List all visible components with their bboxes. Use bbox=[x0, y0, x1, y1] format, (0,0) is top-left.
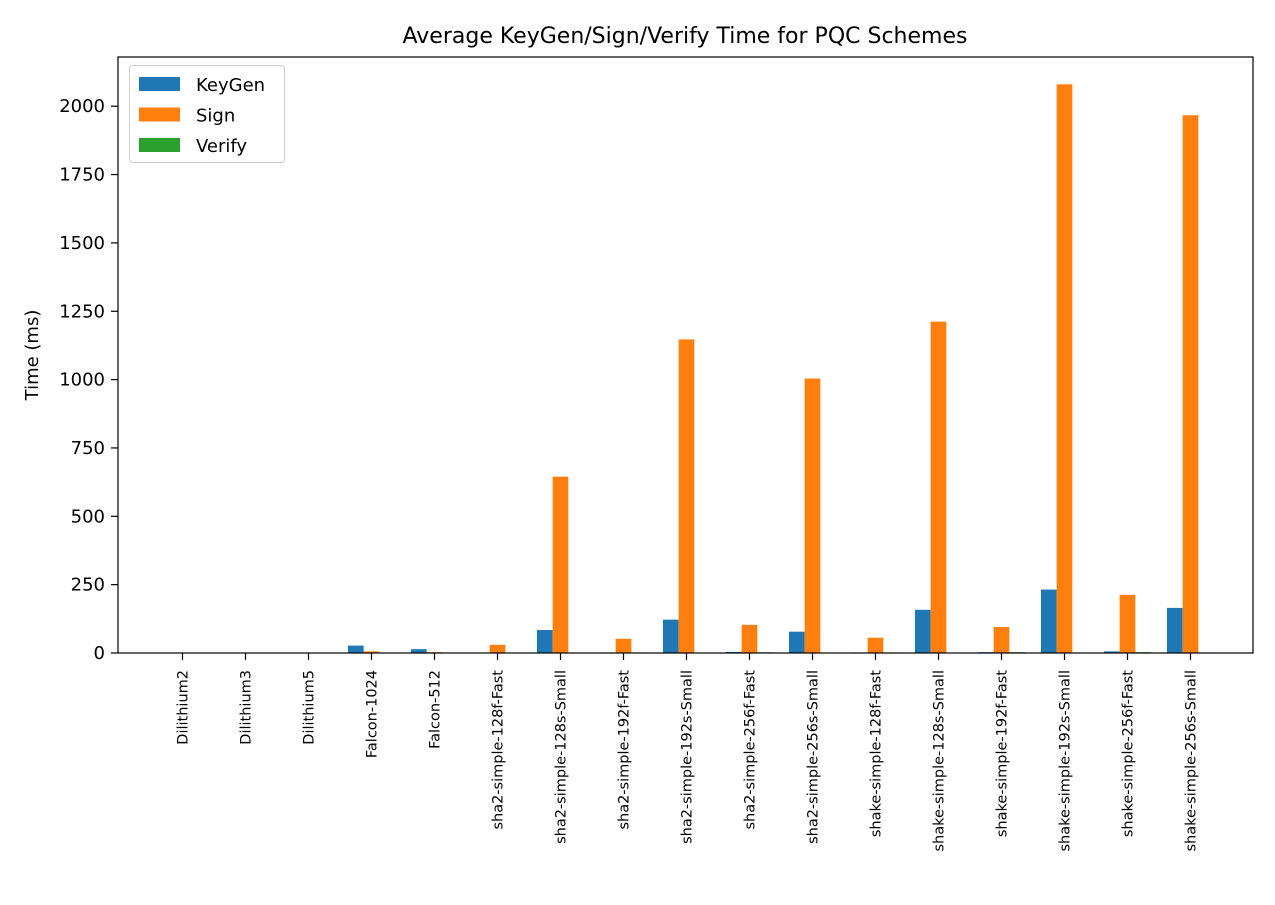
bar-sign-sha2-simple-256f-fast bbox=[742, 625, 758, 653]
bar-sign-shake-simple-128f-fast bbox=[868, 638, 884, 653]
x-axis-ticks: Dilithium2 Dilithium3 Dilithium5 Falcon-102… bbox=[176, 653, 1200, 852]
x-tick-label: sha2-simple-192f-Fast bbox=[617, 670, 633, 830]
bar-sign-shake-simple-256s-small bbox=[1183, 115, 1199, 653]
y-tick-label: 250 bbox=[71, 575, 105, 596]
x-tick-label: sha2-simple-128s-Small bbox=[554, 670, 570, 844]
bar-sign-shake-simple-256f-fast bbox=[1120, 595, 1136, 653]
y-tick-label: 2000 bbox=[59, 96, 105, 117]
x-tick-label: Dilithium3 bbox=[239, 670, 255, 745]
bar-keygen-sha2-simple-128s-small bbox=[537, 630, 553, 653]
x-tick-label: Falcon-512 bbox=[428, 670, 444, 749]
bar-keygen-shake-simple-256s-small bbox=[1167, 608, 1183, 653]
bar-sign-sha2-simple-192s-small bbox=[679, 339, 695, 653]
x-tick-label: Falcon-1024 bbox=[365, 670, 381, 758]
y-tick-label: 0 bbox=[94, 643, 105, 664]
y-tick-label: 1250 bbox=[59, 301, 105, 322]
x-tick-label: sha2-simple-128f-Fast bbox=[491, 670, 507, 830]
bar-sign-sha2-simple-128f-fast bbox=[490, 645, 506, 653]
bar-keygen-sha2-simple-256s-small bbox=[789, 632, 805, 653]
y-tick-label: 1000 bbox=[59, 370, 105, 391]
y-tick-label: 1500 bbox=[59, 233, 105, 254]
y-tick-label: 750 bbox=[71, 438, 105, 459]
bar-keygen-sha2-simple-192s-small bbox=[663, 620, 679, 653]
x-tick-label: sha2-simple-256s-Small bbox=[806, 670, 822, 844]
bar-sign-sha2-simple-192f-fast bbox=[616, 639, 632, 653]
y-axis-ticks: 0 250 500 750 1000 1250 1500 1750 2000 bbox=[59, 96, 118, 664]
bars-layer bbox=[159, 84, 1214, 653]
bar-sign-sha2-simple-256s-small bbox=[805, 379, 821, 653]
chart-title: Average KeyGen/Sign/Verify Time for PQC … bbox=[403, 24, 968, 49]
legend-label-verify: Verify bbox=[196, 136, 247, 157]
x-tick-label: shake-simple-256f-Fast bbox=[1121, 670, 1137, 837]
bar-sign-shake-simple-192s-small bbox=[1057, 84, 1073, 653]
legend-swatch-sign bbox=[139, 108, 180, 122]
x-tick-label: sha2-simple-192s-Small bbox=[680, 670, 696, 844]
y-axis-label: Time (ms) bbox=[22, 310, 43, 402]
bar-keygen-falcon-1024 bbox=[348, 646, 364, 653]
legend: KeyGen Sign Verify bbox=[130, 66, 285, 163]
bar-sign-shake-simple-128s-small bbox=[931, 322, 947, 653]
bar-keygen-shake-simple-192s-small bbox=[1041, 590, 1057, 653]
bar-sign-sha2-simple-128s-small bbox=[553, 477, 569, 653]
x-tick-label: shake-simple-128s-Small bbox=[932, 670, 948, 852]
legend-label-sign: Sign bbox=[196, 106, 235, 127]
y-tick-label: 500 bbox=[71, 506, 105, 527]
legend-label-keygen: KeyGen bbox=[196, 75, 265, 96]
y-tick-label: 1750 bbox=[59, 165, 105, 186]
x-tick-label: shake-simple-192s-Small bbox=[1058, 670, 1074, 852]
bar-sign-shake-simple-192f-fast bbox=[994, 627, 1010, 653]
x-tick-label: shake-simple-192f-Fast bbox=[995, 670, 1011, 837]
x-tick-label: shake-simple-256s-Small bbox=[1184, 670, 1200, 852]
legend-swatch-keygen bbox=[139, 77, 180, 91]
x-tick-label: Dilithium5 bbox=[302, 670, 318, 745]
x-tick-label: Dilithium2 bbox=[176, 670, 192, 745]
x-tick-label: sha2-simple-256f-Fast bbox=[743, 670, 759, 830]
bar-keygen-shake-simple-128s-small bbox=[915, 610, 931, 653]
x-tick-label: shake-simple-128f-Fast bbox=[869, 670, 885, 837]
legend-swatch-verify bbox=[139, 138, 180, 152]
